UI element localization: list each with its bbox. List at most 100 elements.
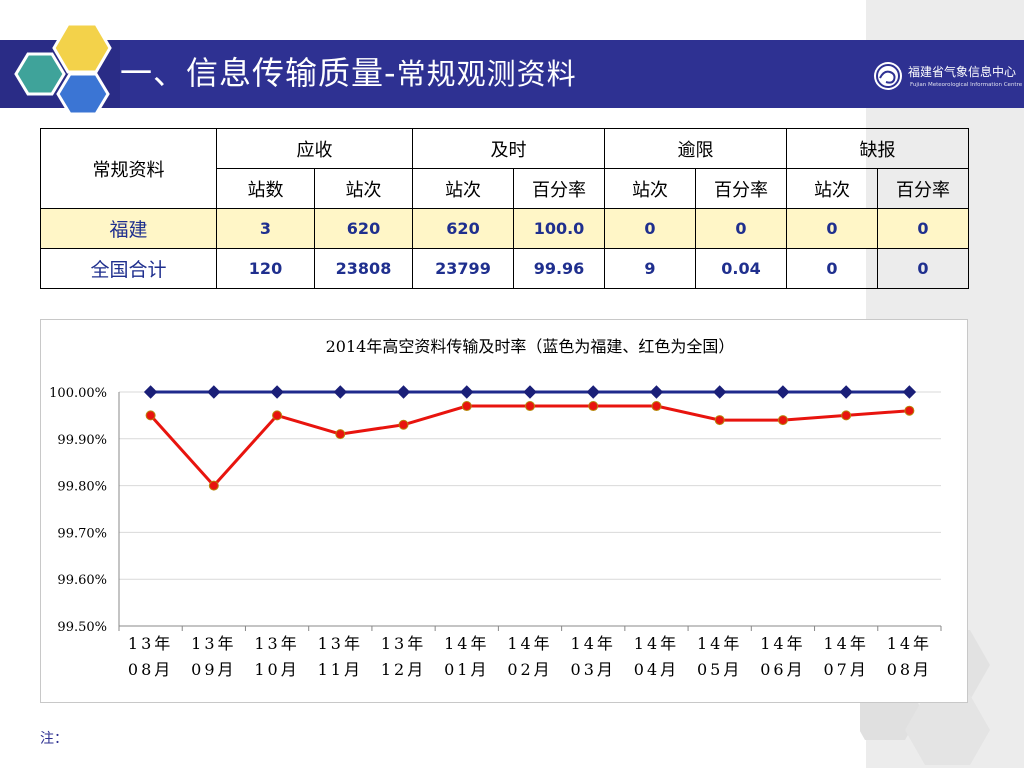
table-cell: 0 bbox=[786, 248, 878, 289]
x-tick-label: 13年 bbox=[318, 634, 363, 653]
x-tick-label: 14年 bbox=[760, 634, 805, 653]
table-cell: 120 bbox=[216, 248, 315, 289]
table-subheader: 百分率 bbox=[877, 168, 969, 209]
data-point-marker bbox=[904, 405, 915, 416]
data-point-marker bbox=[143, 385, 158, 399]
x-tick-label: 04月 bbox=[634, 660, 679, 679]
table-subheader-row: 站数 站次 站次 百分率 站次 百分率 站次 百分率 bbox=[41, 168, 969, 209]
table-row: 全国合计 120 23808 23799 99.96 9 0.04 0 0 bbox=[40, 248, 969, 289]
data-point-marker bbox=[335, 429, 346, 440]
x-tick-label: 14年 bbox=[444, 634, 489, 653]
table-row-label: 福建 bbox=[40, 208, 217, 249]
table-corner-label: 常规资料 bbox=[40, 128, 217, 209]
x-tick-label: 13年 bbox=[191, 634, 236, 653]
data-point-marker bbox=[841, 410, 852, 421]
data-point-marker bbox=[649, 385, 664, 399]
table-subheader: 站次 bbox=[604, 168, 696, 209]
x-tick-label: 09月 bbox=[191, 660, 236, 679]
logo-text: 福建省气象信息中心 bbox=[908, 65, 1017, 79]
data-point-marker bbox=[712, 385, 727, 399]
table-group-header: 应收 bbox=[216, 128, 413, 169]
table-cell: 0 bbox=[604, 208, 696, 249]
table-cell: 100.0 bbox=[513, 208, 605, 249]
data-table: 常规资料 应收 及时 逾限 缺报 站数 站次 站次 百分率 站次 百分率 站次 … bbox=[40, 128, 969, 289]
logo-subtext: Fujian Meteorological Information Centre bbox=[910, 82, 1023, 88]
x-tick-label: 11月 bbox=[318, 660, 363, 679]
data-point-marker bbox=[588, 401, 599, 412]
table-cell: 9 bbox=[604, 248, 696, 289]
data-point-marker bbox=[586, 385, 600, 399]
table-row-label: 全国合计 bbox=[40, 248, 217, 289]
x-tick-label: 08月 bbox=[128, 660, 173, 679]
x-tick-label: 06月 bbox=[760, 660, 805, 679]
data-point-marker bbox=[333, 385, 348, 399]
x-tick-label: 13年 bbox=[128, 634, 173, 653]
weather-center-logo-icon bbox=[874, 62, 902, 90]
table-subheader: 百分率 bbox=[695, 168, 787, 209]
table-cell: 0 bbox=[877, 248, 969, 289]
data-point-marker bbox=[145, 410, 156, 421]
x-tick-label: 14年 bbox=[507, 634, 552, 653]
table-cell: 23808 bbox=[314, 248, 413, 289]
data-point-marker bbox=[461, 401, 472, 412]
x-tick-label: 07月 bbox=[823, 660, 868, 679]
table-header-row: 常规资料 应收 及时 逾限 缺报 bbox=[40, 128, 969, 209]
x-tick-label: 14年 bbox=[887, 634, 932, 653]
table-subheader: 站次 bbox=[412, 168, 514, 209]
x-tick-label: 14年 bbox=[823, 634, 868, 653]
table-group-header: 及时 bbox=[412, 128, 605, 169]
table-cell: 99.96 bbox=[513, 248, 605, 289]
x-tick-label: 14年 bbox=[634, 634, 679, 653]
table-subheader: 百分率 bbox=[513, 168, 605, 209]
series-line bbox=[149, 404, 910, 488]
data-point-marker bbox=[777, 415, 788, 426]
page-title: 一、信息传输质量-常规观测资料 bbox=[120, 48, 577, 94]
x-tick-label: 13年 bbox=[381, 634, 426, 653]
table-cell: 3 bbox=[216, 208, 315, 249]
table-cell: 23799 bbox=[412, 248, 514, 289]
table-row: 福建 3 620 620 100.0 0 0 0 0 bbox=[40, 208, 969, 249]
table-cell: 0.04 bbox=[695, 248, 787, 289]
x-tick-label: 14年 bbox=[571, 634, 616, 653]
y-tick-label: 99.60% bbox=[57, 573, 107, 588]
data-point-marker bbox=[776, 385, 790, 399]
data-point-marker bbox=[460, 385, 474, 399]
page-title-main: 一、信息传输质量 bbox=[120, 54, 385, 92]
data-point-marker bbox=[398, 419, 409, 430]
y-tick-label: 99.50% bbox=[57, 620, 107, 635]
x-tick-label: 03月 bbox=[571, 660, 616, 679]
line-chart: 2014年高空资料传输及时率（蓝色为福建、红色为全国） 100.00% 99.90%… bbox=[49, 337, 942, 679]
table-subheader: 站次 bbox=[786, 168, 878, 209]
y-tick-label: 100.00% bbox=[49, 386, 107, 401]
table-cell: 0 bbox=[786, 208, 878, 249]
chart-title: 2014年高空资料传输及时率（蓝色为福建、红色为全国） bbox=[326, 337, 735, 356]
x-tick-label: 14年 bbox=[697, 634, 742, 653]
data-point-marker bbox=[839, 385, 853, 399]
x-tick-label: 01月 bbox=[444, 660, 489, 679]
data-point-marker bbox=[270, 385, 284, 399]
table-cell: 620 bbox=[412, 208, 514, 249]
x-tick-label: 13年 bbox=[254, 634, 299, 653]
table-group-header: 逾限 bbox=[604, 128, 787, 169]
data-point-marker bbox=[902, 385, 917, 399]
data-point-marker bbox=[208, 480, 219, 491]
table-cell: 0 bbox=[877, 208, 969, 249]
table-subheader: 站次 bbox=[314, 168, 413, 209]
x-tick-label: 02月 bbox=[507, 660, 552, 679]
data-point-marker bbox=[651, 401, 662, 412]
data-point-marker bbox=[207, 385, 221, 399]
data-point-marker bbox=[523, 385, 537, 399]
y-tick-label: 99.90% bbox=[57, 433, 107, 448]
chart-container: 2014年高空资料传输及时率（蓝色为福建、红色为全国） 100.00% 99.90%… bbox=[40, 319, 968, 703]
data-point-marker bbox=[714, 415, 725, 426]
x-tick-label: 08月 bbox=[887, 660, 932, 679]
table-subheader: 站数 bbox=[216, 168, 315, 209]
x-tick-label: 05月 bbox=[697, 660, 742, 679]
y-tick-label: 99.80% bbox=[57, 480, 107, 495]
table-cell: 0 bbox=[695, 208, 787, 249]
data-point-marker bbox=[396, 385, 411, 399]
note-label: 注： bbox=[40, 731, 68, 747]
page-title-sub: 常规观测资料 bbox=[396, 57, 577, 91]
table-group-header: 缺报 bbox=[786, 128, 969, 169]
data-point-marker bbox=[272, 410, 283, 421]
